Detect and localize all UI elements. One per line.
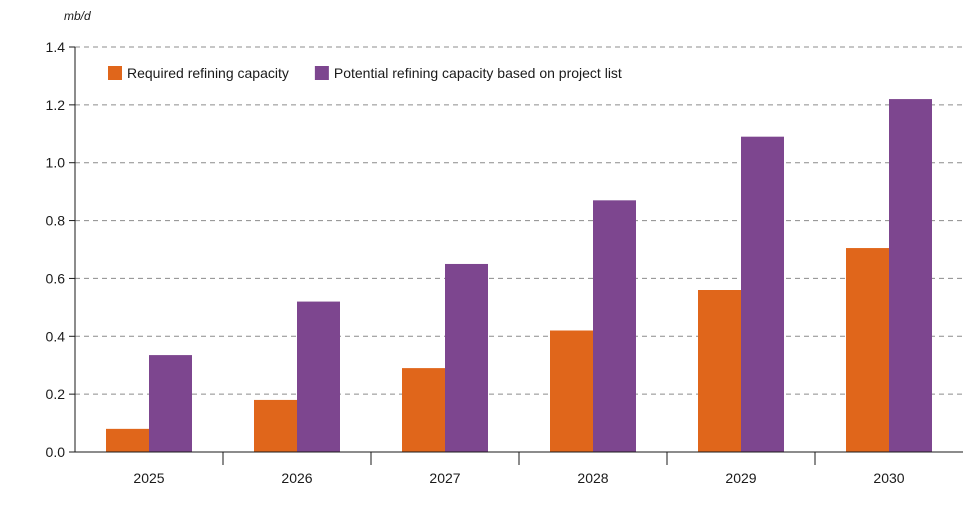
x-tick-label: 2026 [281,470,312,486]
bar-required-2026 [254,399,297,452]
y-axis-unit-label: mb/d [64,9,91,23]
bars [106,99,932,453]
x-tick-label: 2030 [873,470,904,486]
y-tick-label: 1.0 [46,155,66,171]
x-tick-label: 2028 [577,470,608,486]
bar-required-2030 [846,248,889,452]
x-tick-label: 2025 [133,470,164,486]
bar-required-2029 [698,290,741,452]
y-tick-label: 0.0 [46,444,66,460]
legend-label: Required refining capacity [127,65,289,81]
y-tick-label: 1.2 [46,97,66,113]
bar-potential-2030 [889,99,932,453]
legend-swatch [108,66,122,80]
gridlines [75,46,963,395]
x-axis-ticks: 2025 2026 2027 2028 2029 2030 [133,452,905,486]
x-tick-label: 2029 [725,470,756,486]
y-tick-label: 1.4 [46,39,66,55]
y-tick-label: 0.6 [46,270,66,286]
bar-potential-2029 [741,136,784,452]
legend: Required refining capacity Potential refi… [108,65,622,81]
y-axis-ticks: 0.0 0.2 0.4 0.6 0.8 1.0 1.2 1.4 [46,39,75,460]
bar-required-2027 [402,368,445,452]
legend-label: Potential refining capacity based on pro… [334,65,622,81]
bar-potential-2028 [593,200,636,452]
legend-swatch [314,66,329,80]
y-tick-label: 0.2 [46,386,66,402]
bar-potential-2025 [149,355,192,452]
bar-required-2028 [550,330,593,452]
y-tick-label: 0.4 [46,328,66,344]
bar-potential-2026 [297,301,340,452]
y-tick-label: 0.8 [46,213,66,229]
bar-required-2025 [106,428,149,452]
bar-potential-2027 [445,263,488,452]
axes [74,47,963,453]
x-tick-label: 2027 [429,470,460,486]
